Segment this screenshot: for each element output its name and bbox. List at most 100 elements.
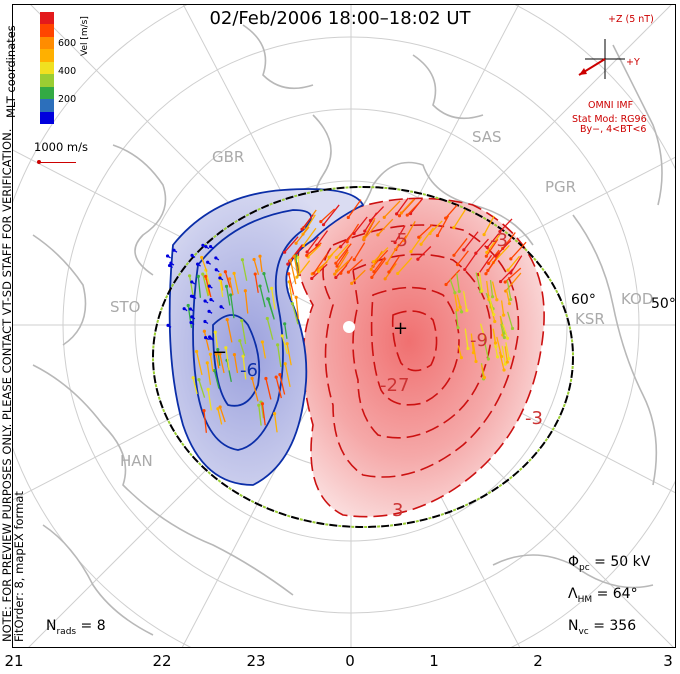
velocity-vector bbox=[297, 257, 301, 274]
velocity-vector-origin bbox=[485, 250, 489, 255]
velocity-vector-origin bbox=[474, 359, 478, 364]
velocity-vector-origin bbox=[205, 361, 209, 365]
velocity-vector-origin bbox=[483, 337, 487, 341]
colorbar-segment bbox=[40, 111, 54, 124]
velocity-vector bbox=[267, 298, 275, 318]
velocity-vector-origin bbox=[201, 243, 205, 247]
velocity-vector-origin bbox=[189, 320, 193, 325]
velocity-vector-origin bbox=[334, 261, 338, 265]
velocity-vector-origin bbox=[294, 295, 298, 299]
velocity-vector-origin bbox=[253, 272, 257, 276]
velocity-vector bbox=[457, 250, 469, 266]
velocity-vector bbox=[470, 333, 475, 353]
velocity-vector-origin bbox=[458, 305, 462, 309]
velocity-vector bbox=[266, 318, 274, 340]
velocity-vector bbox=[302, 227, 317, 246]
colorbar-segment bbox=[40, 61, 54, 75]
velocity-vector-origin bbox=[218, 273, 222, 277]
contour-label: -6 bbox=[240, 360, 258, 381]
note-line-2: FitOrder: 8, mapEX format bbox=[12, 491, 26, 642]
velocity-vector-origin bbox=[455, 308, 459, 312]
velocity-vector bbox=[226, 319, 233, 343]
velocity-vector bbox=[483, 340, 490, 360]
velocity-vector-origin bbox=[285, 342, 289, 346]
velocity-vector bbox=[363, 217, 376, 238]
velocity-vector-origin bbox=[300, 227, 304, 231]
imf-y-label: +Y bbox=[626, 57, 640, 68]
velocity-vector-origin bbox=[216, 347, 220, 352]
velocity-vector bbox=[371, 258, 387, 278]
velocity-vector bbox=[492, 328, 497, 344]
velocity-vector bbox=[244, 290, 249, 314]
velocity-vector-origin bbox=[167, 263, 172, 268]
hm-boundary bbox=[152, 186, 574, 528]
stat-n-vc: Nvc = 356 bbox=[568, 618, 636, 637]
velocity-vector-origin bbox=[219, 305, 223, 309]
velocity-vector-origin bbox=[382, 215, 386, 219]
lambda-sub: HM bbox=[577, 594, 593, 605]
velocity-vector bbox=[251, 378, 259, 402]
velocity-vector bbox=[219, 279, 224, 298]
station-han: HAN bbox=[120, 452, 153, 470]
velocity-vector-origin bbox=[294, 241, 298, 245]
velocity-vector-origin bbox=[509, 297, 513, 302]
velocity-vector bbox=[369, 206, 385, 221]
velocity-vector bbox=[462, 291, 468, 311]
velocity-vector bbox=[445, 269, 461, 285]
contour-label: -5 bbox=[390, 230, 408, 251]
map-title: 02/Feb/2006 18:00–18:02 UT bbox=[209, 8, 471, 29]
velocity-vector-origin bbox=[416, 257, 420, 261]
velocity-vector bbox=[261, 341, 266, 359]
velocity-vector bbox=[334, 260, 350, 275]
station-ksr: KSR bbox=[575, 310, 605, 328]
velocity-vector-origin bbox=[487, 261, 491, 265]
velocity-vector-origin bbox=[492, 312, 496, 317]
velocity-colorbar bbox=[40, 12, 54, 124]
velocity-vector-origin bbox=[278, 372, 282, 377]
velocity-vector bbox=[505, 342, 510, 359]
velocity-vector-origin bbox=[387, 270, 391, 274]
mlt-label-21: 21 bbox=[4, 652, 24, 670]
pole-marker bbox=[343, 321, 355, 333]
velocity-vector-origin bbox=[507, 301, 512, 306]
velocity-vector-origin bbox=[213, 330, 217, 334]
velocity-vector bbox=[253, 259, 260, 276]
velocity-vector bbox=[486, 233, 500, 248]
velocity-vector bbox=[273, 413, 278, 433]
velocity-vector-origin bbox=[195, 349, 199, 354]
velocity-vector-origin bbox=[283, 322, 287, 326]
velocity-vector-origin bbox=[305, 253, 309, 258]
velocity-vector-origin bbox=[385, 261, 389, 265]
velocity-vector-origin bbox=[262, 272, 266, 276]
velocity-vector-origin bbox=[203, 319, 207, 324]
velocity-vector-origin bbox=[490, 295, 495, 299]
mlt-label-0: 0 bbox=[345, 652, 355, 670]
coastlines bbox=[32, 24, 663, 636]
velocity-vector-origin bbox=[166, 323, 170, 327]
velocity-vector bbox=[288, 273, 295, 295]
velocity-vector bbox=[198, 379, 206, 398]
velocity-vector-origin bbox=[240, 318, 244, 323]
velocity-vector bbox=[485, 239, 499, 257]
velocity-vector bbox=[429, 220, 443, 235]
coord-label: MLT coordinates bbox=[4, 25, 18, 118]
velocity-vector bbox=[394, 225, 406, 243]
station-kod: KOD bbox=[621, 290, 654, 308]
velocity-vector bbox=[488, 295, 495, 315]
velocity-vector-origin bbox=[435, 233, 440, 238]
velocity-vector bbox=[498, 351, 505, 371]
mlt-label-23: 23 bbox=[246, 652, 266, 670]
contour-label: -27 bbox=[380, 375, 410, 396]
velocity-vector bbox=[276, 344, 282, 368]
velocity-vector-origin bbox=[465, 308, 469, 312]
velocity-vector bbox=[499, 218, 513, 232]
velocity-vector bbox=[259, 256, 263, 273]
velocity-vector bbox=[306, 236, 319, 253]
colorbar-tick: 600 bbox=[58, 38, 77, 49]
velocity-vector-origin bbox=[207, 284, 211, 288]
velocity-vector-origin bbox=[459, 310, 464, 314]
velocity-vector bbox=[475, 272, 482, 292]
velocity-vector bbox=[370, 250, 383, 270]
velocity-vector bbox=[291, 303, 299, 325]
nvc-sub: vc bbox=[578, 626, 589, 637]
